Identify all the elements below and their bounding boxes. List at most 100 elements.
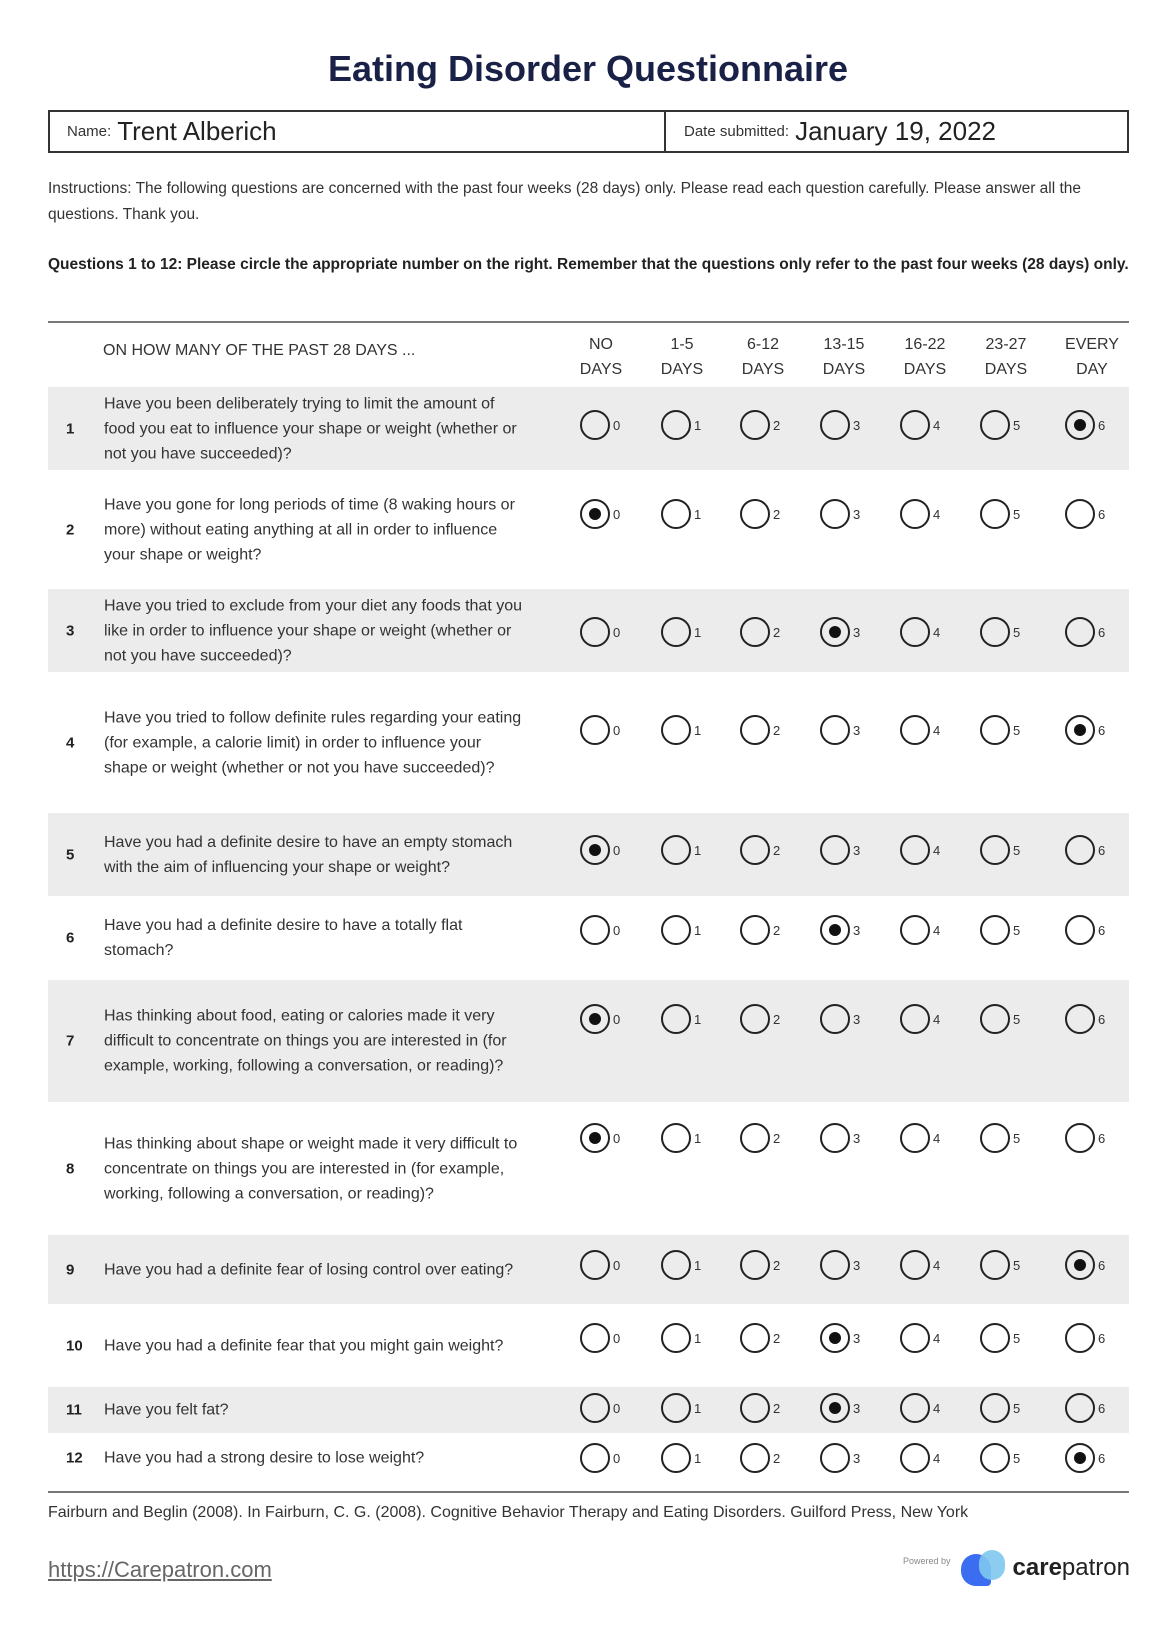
radio-empty-icon[interactable]: [980, 915, 1010, 945]
radio-empty-icon[interactable]: [580, 715, 610, 745]
answer-option[interactable]: 0: [580, 1250, 620, 1280]
answer-option[interactable]: 3: [820, 410, 860, 440]
carepatron-link[interactable]: https://Carepatron.com: [48, 1557, 272, 1582]
radio-empty-icon[interactable]: [900, 1123, 930, 1153]
answer-option[interactable]: 0: [580, 1443, 620, 1473]
answer-option[interactable]: 2: [740, 1250, 780, 1280]
radio-empty-icon[interactable]: [900, 499, 930, 529]
radio-empty-icon[interactable]: [900, 715, 930, 745]
radio-empty-icon[interactable]: [980, 1443, 1010, 1473]
radio-empty-icon[interactable]: [980, 1004, 1010, 1034]
radio-empty-icon[interactable]: [900, 410, 930, 440]
answer-option[interactable]: 6: [1065, 835, 1105, 865]
answer-option[interactable]: 0: [580, 499, 620, 529]
radio-empty-icon[interactable]: [661, 1250, 691, 1280]
answer-option[interactable]: 6: [1065, 1323, 1105, 1353]
radio-empty-icon[interactable]: [900, 1393, 930, 1423]
radio-empty-icon[interactable]: [820, 1250, 850, 1280]
radio-empty-icon[interactable]: [900, 1004, 930, 1034]
radio-empty-icon[interactable]: [661, 617, 691, 647]
answer-option[interactable]: 0: [580, 1123, 620, 1153]
radio-empty-icon[interactable]: [580, 915, 610, 945]
answer-option[interactable]: 4: [900, 1250, 940, 1280]
answer-option[interactable]: 3: [820, 617, 860, 647]
radio-selected-icon[interactable]: [820, 915, 850, 945]
radio-empty-icon[interactable]: [820, 715, 850, 745]
radio-empty-icon[interactable]: [820, 1004, 850, 1034]
answer-option[interactable]: 1: [661, 1443, 701, 1473]
answer-option[interactable]: 2: [740, 410, 780, 440]
answer-option[interactable]: 6: [1065, 915, 1105, 945]
radio-empty-icon[interactable]: [740, 410, 770, 440]
answer-option[interactable]: 6: [1065, 499, 1105, 529]
radio-empty-icon[interactable]: [1065, 1123, 1095, 1153]
radio-empty-icon[interactable]: [820, 1443, 850, 1473]
answer-option[interactable]: 0: [580, 915, 620, 945]
answer-option[interactable]: 1: [661, 1250, 701, 1280]
answer-option[interactable]: 6: [1065, 1123, 1105, 1153]
answer-option[interactable]: 4: [900, 1443, 940, 1473]
radio-selected-icon[interactable]: [1065, 715, 1095, 745]
radio-empty-icon[interactable]: [580, 617, 610, 647]
radio-empty-icon[interactable]: [980, 1323, 1010, 1353]
radio-empty-icon[interactable]: [740, 1004, 770, 1034]
radio-empty-icon[interactable]: [980, 499, 1010, 529]
radio-empty-icon[interactable]: [1065, 835, 1095, 865]
answer-option[interactable]: 0: [580, 1004, 620, 1034]
answer-option[interactable]: 1: [661, 1123, 701, 1153]
radio-empty-icon[interactable]: [580, 410, 610, 440]
answer-option[interactable]: 6: [1065, 1443, 1105, 1473]
name-field[interactable]: Name: Trent Alberich: [50, 112, 666, 151]
radio-empty-icon[interactable]: [1065, 1393, 1095, 1423]
answer-option[interactable]: 4: [900, 499, 940, 529]
answer-option[interactable]: 1: [661, 1004, 701, 1034]
answer-option[interactable]: 4: [900, 915, 940, 945]
radio-empty-icon[interactable]: [661, 1004, 691, 1034]
radio-empty-icon[interactable]: [1065, 617, 1095, 647]
radio-empty-icon[interactable]: [1065, 499, 1095, 529]
radio-empty-icon[interactable]: [900, 1323, 930, 1353]
answer-option[interactable]: 5: [980, 1004, 1020, 1034]
answer-option[interactable]: 6: [1065, 617, 1105, 647]
answer-option[interactable]: 3: [820, 1004, 860, 1034]
answer-option[interactable]: 1: [661, 915, 701, 945]
radio-selected-icon[interactable]: [1065, 1250, 1095, 1280]
answer-option[interactable]: 5: [980, 1393, 1020, 1423]
radio-empty-icon[interactable]: [740, 1323, 770, 1353]
radio-empty-icon[interactable]: [740, 915, 770, 945]
answer-option[interactable]: 6: [1065, 1250, 1105, 1280]
answer-option[interactable]: 6: [1065, 1393, 1105, 1423]
answer-option[interactable]: 1: [661, 1323, 701, 1353]
answer-option[interactable]: 4: [900, 1393, 940, 1423]
radio-empty-icon[interactable]: [740, 499, 770, 529]
answer-option[interactable]: 3: [820, 715, 860, 745]
radio-empty-icon[interactable]: [900, 617, 930, 647]
answer-option[interactable]: 4: [900, 1004, 940, 1034]
answer-option[interactable]: 5: [980, 1123, 1020, 1153]
radio-empty-icon[interactable]: [980, 1250, 1010, 1280]
radio-empty-icon[interactable]: [900, 915, 930, 945]
radio-empty-icon[interactable]: [980, 410, 1010, 440]
radio-empty-icon[interactable]: [661, 410, 691, 440]
radio-empty-icon[interactable]: [820, 835, 850, 865]
radio-empty-icon[interactable]: [1065, 915, 1095, 945]
answer-option[interactable]: 2: [740, 835, 780, 865]
radio-empty-icon[interactable]: [900, 1250, 930, 1280]
radio-empty-icon[interactable]: [980, 617, 1010, 647]
radio-selected-icon[interactable]: [580, 835, 610, 865]
answer-option[interactable]: 0: [580, 617, 620, 647]
radio-selected-icon[interactable]: [580, 1004, 610, 1034]
radio-empty-icon[interactable]: [661, 835, 691, 865]
answer-option[interactable]: 1: [661, 1393, 701, 1423]
answer-option[interactable]: 0: [580, 1323, 620, 1353]
answer-option[interactable]: 0: [580, 410, 620, 440]
radio-empty-icon[interactable]: [661, 1393, 691, 1423]
answer-option[interactable]: 2: [740, 915, 780, 945]
answer-option[interactable]: 5: [980, 499, 1020, 529]
radio-empty-icon[interactable]: [661, 499, 691, 529]
answer-option[interactable]: 5: [980, 410, 1020, 440]
answer-option[interactable]: 1: [661, 499, 701, 529]
answer-option[interactable]: 1: [661, 835, 701, 865]
answer-option[interactable]: 5: [980, 1323, 1020, 1353]
answer-option[interactable]: 3: [820, 1393, 860, 1423]
